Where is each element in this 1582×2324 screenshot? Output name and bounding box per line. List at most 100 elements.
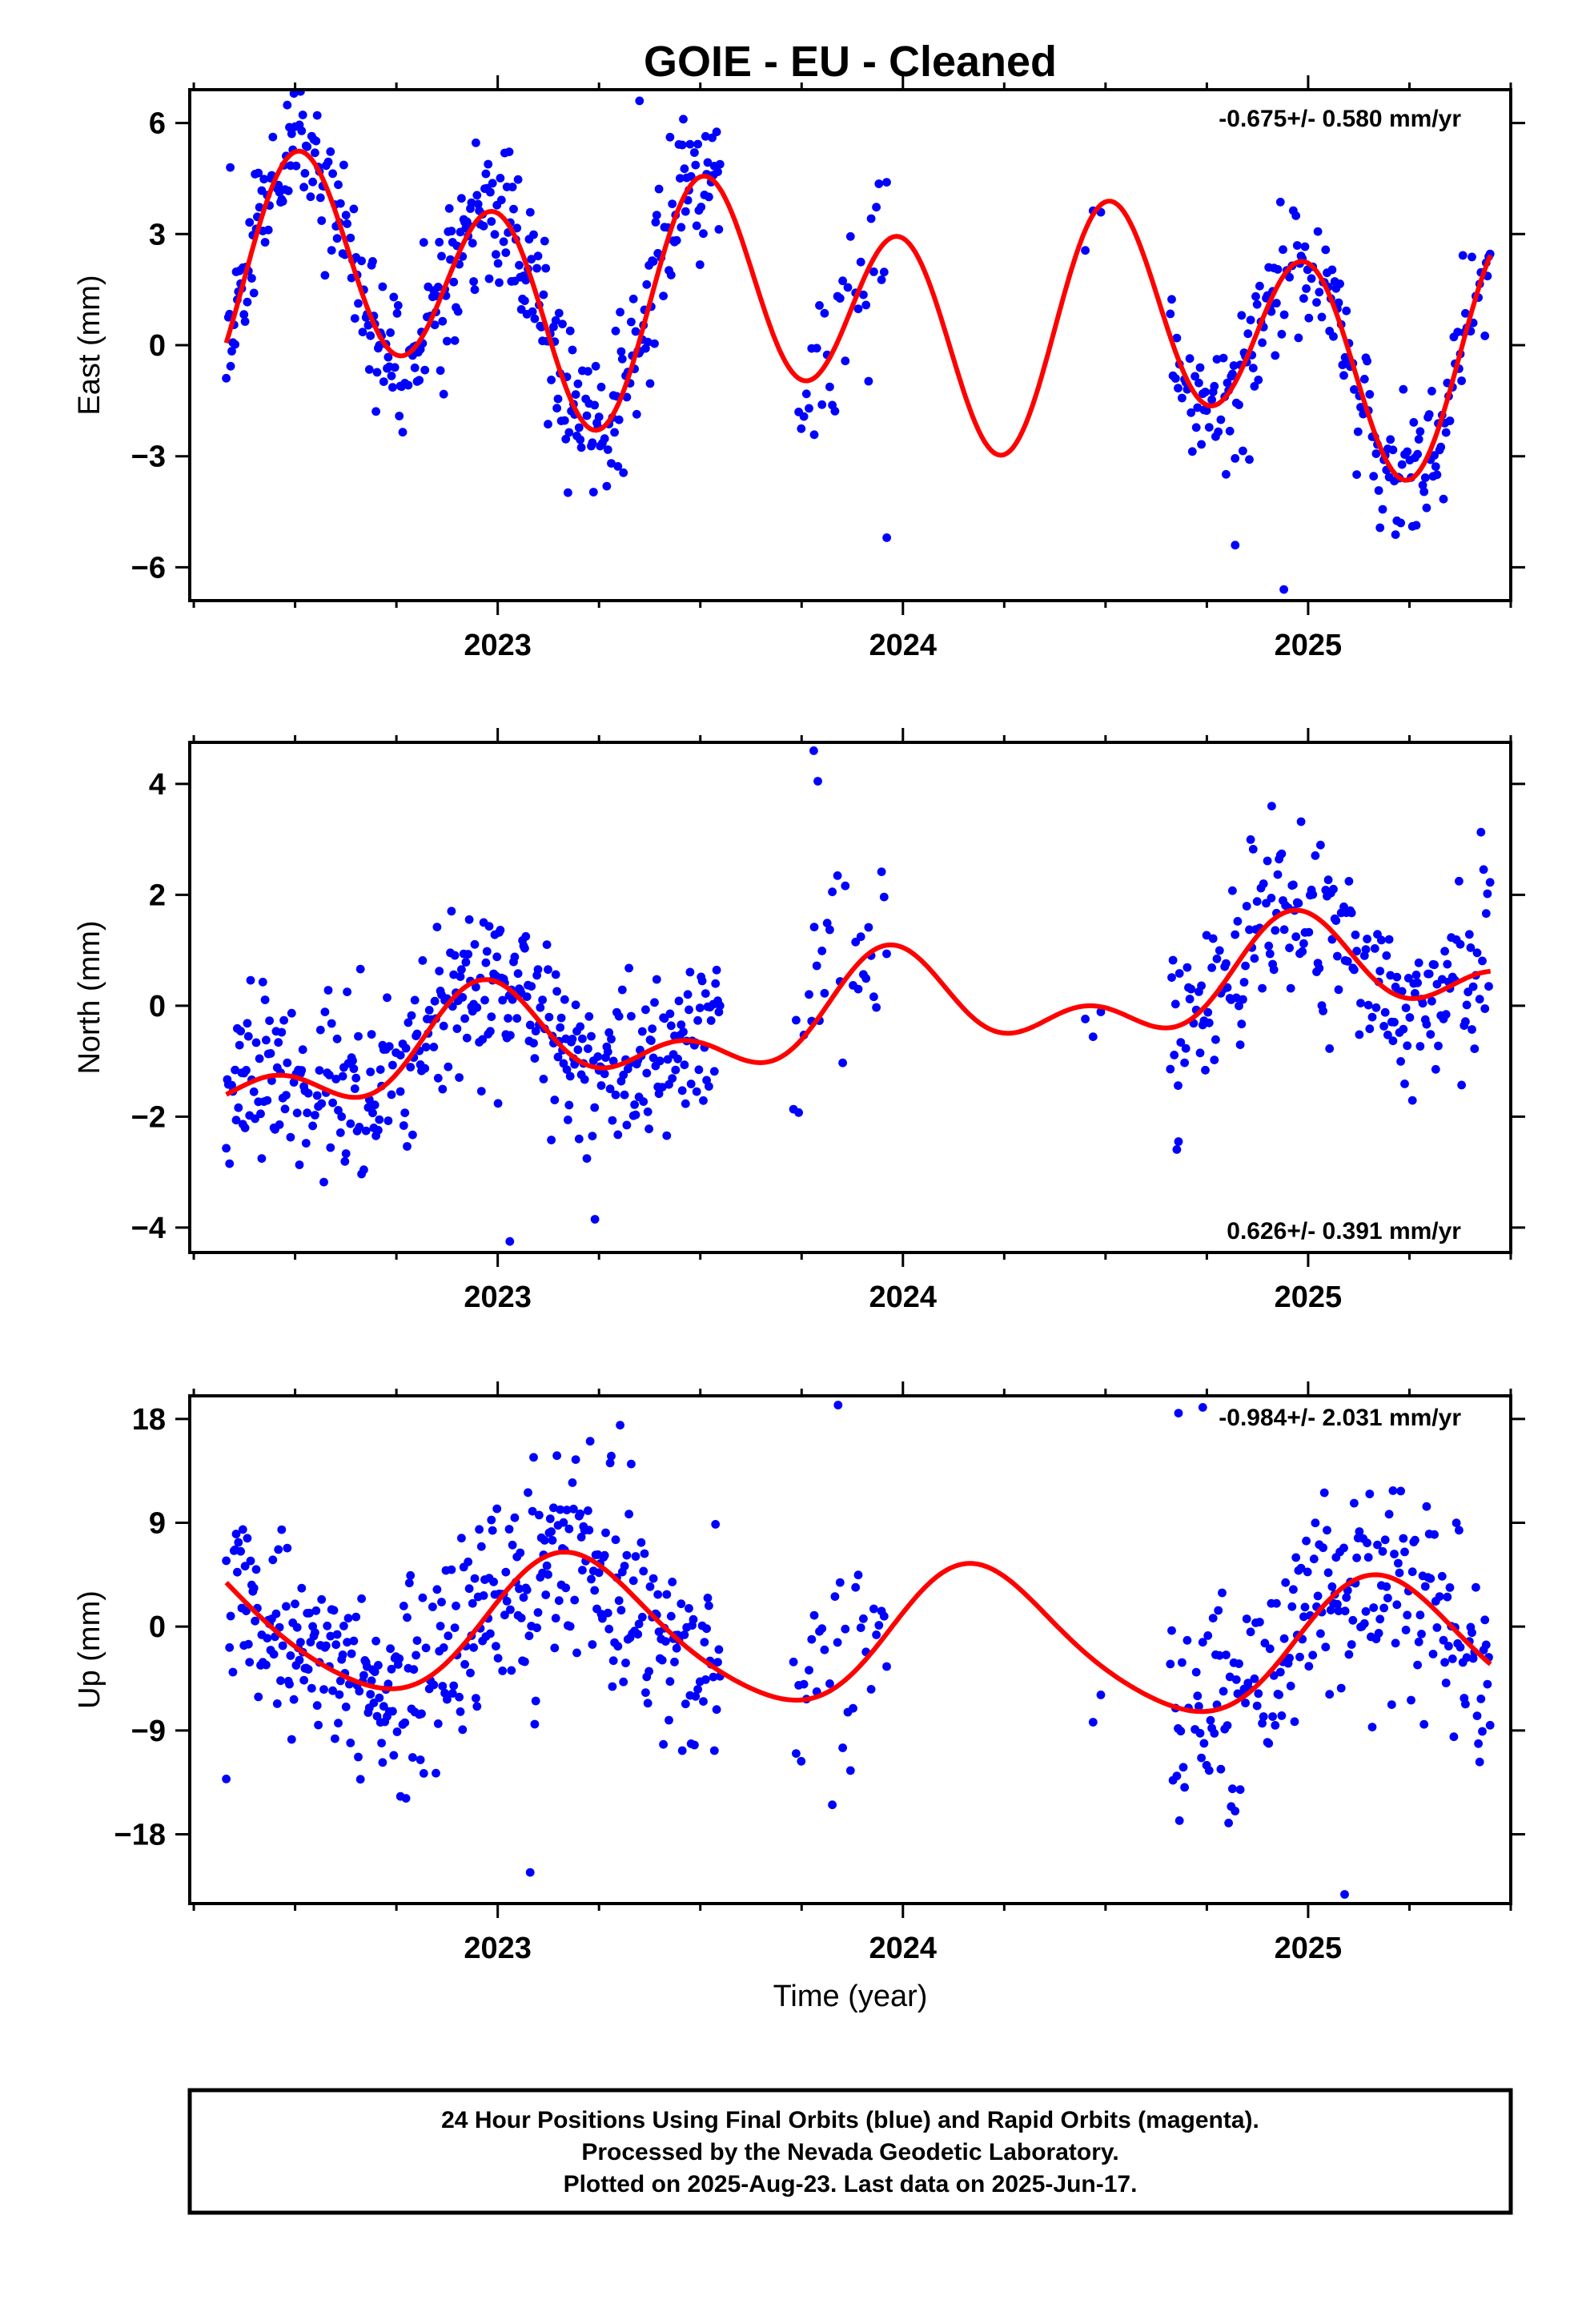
data-point: [872, 1003, 881, 1012]
data-point: [443, 1695, 452, 1704]
data-point: [371, 1636, 380, 1646]
data-point: [1289, 880, 1298, 890]
data-point: [1319, 1543, 1327, 1553]
data-point: [685, 1005, 693, 1015]
data-point: [349, 1064, 359, 1073]
data-point: [1195, 378, 1203, 388]
x-tick-label: 2025: [1275, 1281, 1343, 1314]
data-point: [709, 1067, 719, 1076]
data-point: [1431, 1064, 1440, 1074]
data-point: [457, 194, 466, 203]
data-point: [1203, 1007, 1213, 1017]
data-point: [504, 147, 514, 157]
data-point: [1344, 877, 1354, 886]
data-point: [1439, 494, 1448, 504]
data-point: [630, 1100, 639, 1109]
data-point: [419, 238, 428, 247]
y-tick-label: 9: [149, 1507, 166, 1541]
data-point: [1259, 1712, 1268, 1721]
data-point: [571, 1455, 580, 1464]
data-point: [524, 1631, 534, 1641]
data-point: [1298, 947, 1307, 956]
footer-line-3: Plotted on 2025-Aug-23. Last data on 202…: [564, 2171, 1138, 2197]
data-point: [1246, 835, 1255, 844]
data-point: [851, 1582, 861, 1592]
data-point: [1308, 1651, 1318, 1660]
data-point: [401, 1794, 411, 1803]
data-point: [807, 1634, 817, 1644]
data-point: [1339, 1543, 1348, 1553]
panel-2: 4 2 0 −2 −4 2023 2024 2025 North (mm) 0.626+/- 0.…: [73, 728, 1525, 1314]
data-point: [556, 1505, 565, 1514]
data-point: [298, 1045, 307, 1055]
data-point: [274, 1038, 283, 1047]
data-point: [282, 1602, 291, 1611]
data-point: [355, 1687, 364, 1696]
data-point: [544, 420, 552, 429]
data-point: [564, 1524, 574, 1534]
data-point: [259, 175, 269, 184]
data-point: [1461, 308, 1470, 318]
data-point: [1375, 967, 1385, 975]
data-point: [527, 255, 536, 264]
data-point: [585, 1437, 595, 1446]
data-point: [233, 1567, 242, 1577]
data-point: [588, 438, 597, 448]
data-point: [420, 1063, 430, 1073]
data-point: [714, 1645, 724, 1655]
data-point: [346, 1739, 355, 1747]
data-point: [516, 1548, 525, 1558]
data-point: [339, 160, 348, 170]
data-point: [493, 259, 503, 268]
data-point: [1254, 376, 1263, 384]
data-point: [473, 199, 483, 209]
y-tick-label: 3: [149, 218, 166, 251]
data-point: [359, 1671, 368, 1680]
data-point: [287, 129, 296, 139]
data-point: [866, 1685, 876, 1694]
data-point: [278, 1641, 287, 1651]
data-point: [303, 1665, 313, 1674]
data-point: [835, 1578, 845, 1587]
data-point: [1461, 1699, 1470, 1709]
data-point: [1273, 870, 1283, 879]
data-point: [1235, 1785, 1245, 1795]
data-point: [1222, 469, 1231, 479]
data-point: [1215, 1651, 1224, 1660]
data-point: [792, 1015, 801, 1025]
data-point: [622, 1120, 632, 1130]
data-point: [1285, 272, 1294, 282]
y-tick-label: −18: [114, 1819, 166, 1852]
data-point: [350, 314, 359, 323]
data-point: [1397, 460, 1407, 469]
data-point: [565, 1072, 575, 1081]
data-point: [311, 1628, 319, 1637]
data-point: [238, 1525, 247, 1534]
data-point: [1271, 351, 1280, 360]
data-point: [866, 214, 876, 223]
data-point: [246, 1556, 255, 1566]
data-point: [715, 1001, 725, 1011]
data-point: [681, 1099, 690, 1108]
data-point: [1342, 306, 1351, 316]
data-point: [856, 257, 865, 267]
data-point: [269, 1650, 279, 1659]
data-point: [275, 1120, 284, 1129]
data-point: [828, 1800, 837, 1810]
data-point: [882, 1662, 891, 1671]
data-point: [1286, 983, 1295, 993]
data-point: [621, 1659, 630, 1667]
data-point: [439, 389, 448, 399]
data-point: [515, 1584, 524, 1594]
data-point: [498, 1667, 508, 1675]
data-point: [668, 1578, 677, 1586]
data-point: [680, 1060, 689, 1070]
y-axis-label: East (mm): [73, 275, 106, 415]
x-tick-label: 2023: [464, 1932, 532, 1965]
data-point: [530, 1054, 540, 1063]
data-point: [1455, 876, 1464, 886]
data-point: [578, 1566, 587, 1575]
data-point: [1198, 1638, 1207, 1647]
data-point: [576, 1509, 585, 1518]
y-tick-label: 4: [149, 768, 166, 802]
